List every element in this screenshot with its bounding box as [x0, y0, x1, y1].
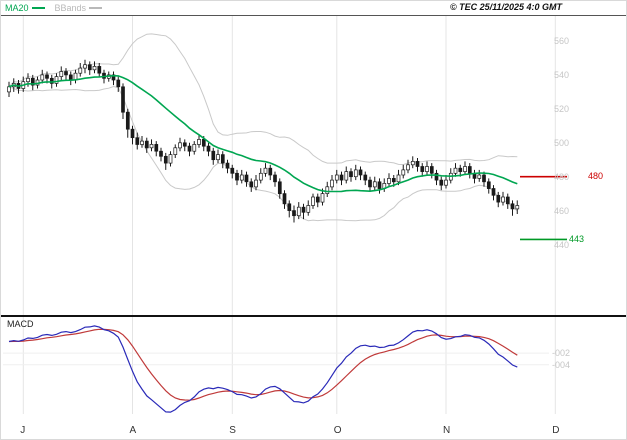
month-label: O: [333, 425, 342, 436]
price-tick-label: 560: [554, 36, 570, 46]
price-tick-label: 520: [554, 103, 570, 114]
price-tick-label: 540: [554, 69, 570, 80]
legend-item: MA20: [5, 3, 45, 13]
month-label: A: [129, 425, 137, 436]
macd-label: MACD: [7, 319, 34, 329]
legend: MA20 BBands: [5, 2, 103, 14]
resistance-level-label: 480: [588, 171, 604, 182]
panel-frames: [1, 15, 626, 317]
price-tick-label: 500: [554, 137, 570, 148]
price-tick-label: 480: [554, 171, 570, 182]
copyright-text: © TEC 25/11/2025 4:0 GMT: [449, 2, 562, 12]
legend-ma20-label: MA20: [5, 3, 29, 13]
bbands-line-sample: [89, 7, 103, 9]
month-label: N: [443, 425, 451, 436]
bollinger-bands: [8, 33, 518, 222]
macd-tick-label: -002: [552, 348, 571, 359]
legend-item: BBands: [55, 3, 103, 13]
candlesticks: [7, 59, 520, 223]
support-level-label: 443: [569, 233, 585, 244]
ma20-line: [8, 74, 518, 193]
macd-pane: [3, 325, 549, 413]
month-label: D: [552, 425, 560, 436]
ma20-line-sample: [31, 7, 45, 9]
macd-tick-label: -004: [552, 359, 571, 370]
month-label: J: [20, 425, 26, 436]
price-tick-label: 460: [554, 205, 570, 216]
level-lines: [520, 175, 567, 241]
legend-bbands-label: BBands: [54, 3, 87, 13]
price-tick-label: 440: [554, 239, 570, 250]
month-label: S: [229, 425, 236, 436]
